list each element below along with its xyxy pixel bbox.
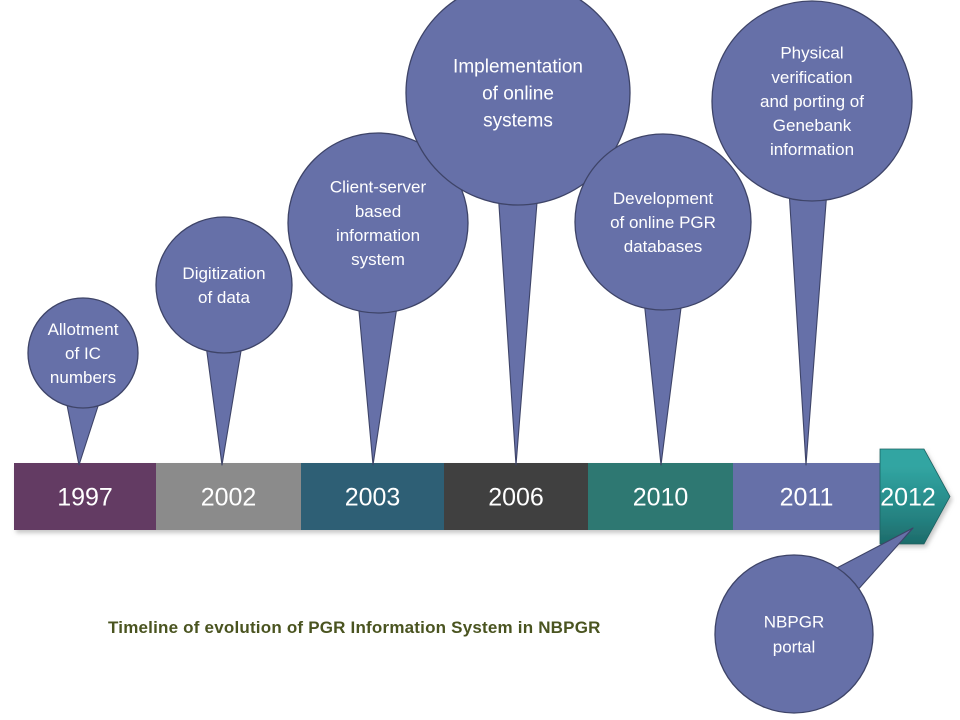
callout-line: Digitization: [182, 264, 265, 283]
callout-line: verification: [771, 68, 852, 87]
callout-circle: [287, 132, 469, 314]
callout-line: numbers: [50, 368, 116, 387]
callout-implementation-of-online-systems[interactable]: Implementation of online systems: [405, 0, 631, 466]
diagram-caption: Timeline of evolution of PGR Information…: [108, 618, 601, 637]
year-label-2003: 2003: [345, 484, 401, 512]
callout-tail: [643, 299, 683, 466]
callout-tail: [788, 189, 828, 466]
callout-line: of data: [198, 288, 251, 307]
callout-line: NBPGR: [764, 613, 824, 632]
callout-line: Implementation: [453, 57, 583, 78]
callout-circle: [27, 297, 139, 409]
callout-line: Client-server: [330, 178, 427, 197]
year-label-2002: 2002: [201, 484, 257, 512]
timeline-segment-2006[interactable]: [444, 463, 588, 530]
callout-line: systems: [483, 111, 553, 132]
callout-line: and porting of: [760, 92, 864, 111]
callout-client-server-based-information-system[interactable]: Client-server based information system: [287, 132, 469, 466]
callout-nbpgr-portal[interactable]: NBPGR portal: [714, 527, 914, 714]
callout-tail: [497, 189, 539, 466]
year-label-2011: 2011: [780, 484, 834, 512]
callout-circle: [711, 0, 913, 202]
callout-line: portal: [773, 637, 816, 656]
callout-line: of IC: [65, 344, 101, 363]
callout-circle: [714, 554, 874, 714]
callout-line: system: [351, 250, 405, 269]
callout-line: information: [770, 140, 854, 159]
callout-circle: [155, 216, 293, 354]
callout-line: Development: [613, 189, 713, 208]
callout-tail: [357, 299, 399, 466]
callout-line: Allotment: [48, 320, 119, 339]
callout-digitization-of-data[interactable]: Digitization of data: [155, 216, 293, 466]
year-label-2012: 2012: [880, 484, 936, 512]
callout-line: databases: [624, 237, 702, 256]
callout-bubbles: Allotment of IC numbers Digitization of data…: [27, 0, 913, 466]
timeline-segment-2011[interactable]: [733, 463, 880, 530]
year-label-2010: 2010: [633, 484, 689, 512]
callout-line: of online: [482, 84, 554, 105]
callout-line: based: [355, 202, 401, 221]
timeline-segment-2010[interactable]: [588, 463, 733, 530]
timeline-segment-2003[interactable]: [301, 463, 444, 530]
callout-circle: [574, 133, 752, 311]
callout-tail: [65, 399, 101, 466]
timeline-segment-2012[interactable]: [879, 448, 951, 545]
timeline-bar: [14, 448, 951, 545]
callout-development-of-online-pgr-databases[interactable]: Development of online PGR databases: [574, 133, 752, 466]
nbpgr-portal-callout: NBPGR portal: [714, 527, 914, 714]
year-label-1997: 1997: [57, 484, 113, 512]
timeline-segment-1997[interactable]: [14, 463, 156, 530]
callout-tail: [205, 344, 243, 466]
year-label-2006: 2006: [488, 484, 544, 512]
callout-allotment-of-ic-numbers[interactable]: Allotment of IC numbers: [27, 297, 139, 466]
timeline-year-labels: 1997 2002 2003 2006 2010 2011 2012: [57, 484, 936, 512]
callout-line: of online PGR: [610, 213, 716, 232]
callout-line: Physical: [780, 44, 843, 63]
callout-physical-verification-and-porting-of-genebank-information[interactable]: Physical verification and porting of Geneba…: [711, 0, 913, 466]
callout-line: information: [336, 226, 420, 245]
callout-circle: [405, 0, 631, 206]
timeline-segment-2002[interactable]: [156, 463, 301, 530]
callout-line: Genebank: [773, 116, 852, 135]
